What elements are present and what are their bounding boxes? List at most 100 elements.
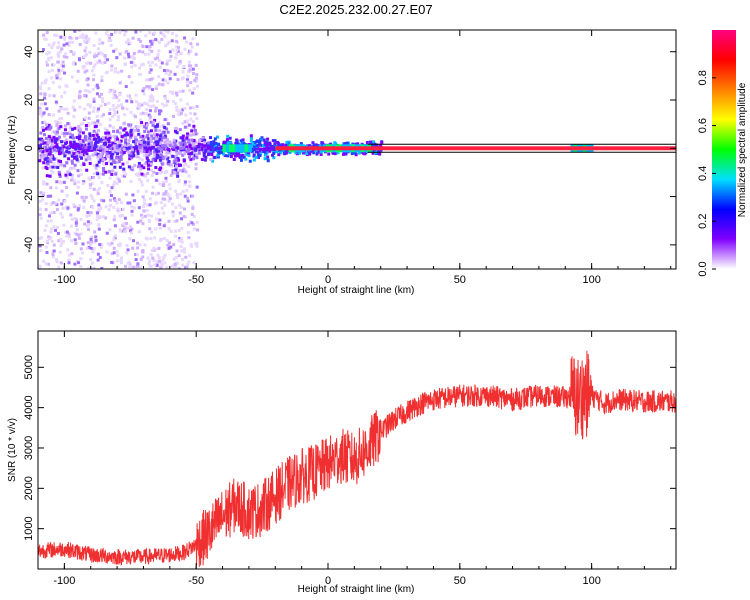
- spectrogram-cell: [92, 65, 96, 69]
- spectrogram-cell: [85, 89, 89, 93]
- spectrogram-cell: [54, 165, 58, 169]
- spectrogram-cell: [95, 211, 99, 215]
- spectrogram-cell: [195, 153, 199, 157]
- spectrogram-cell: [92, 267, 96, 269]
- spectrogram-cell: [333, 152, 337, 156]
- spectrogram-cell: [187, 60, 191, 64]
- spectrogram-cell: [142, 92, 146, 96]
- spectrogram-cell: [174, 56, 178, 60]
- spectrogram-cell: [153, 236, 157, 240]
- spectrogram-cell: [43, 120, 47, 124]
- spectrogram-cell: [160, 102, 164, 106]
- spectrogram-cell: [184, 255, 188, 259]
- spectrogram-cell: [312, 143, 316, 147]
- spectrogram-cell: [266, 137, 270, 141]
- spectrogram-cell: [69, 50, 73, 54]
- spectrogram-cell: [192, 71, 196, 75]
- spectrogram-cell: [177, 267, 181, 269]
- spectrogram-cell: [343, 142, 347, 146]
- spectrogram-cell: [247, 151, 251, 155]
- spectrogram-cell: [62, 223, 66, 227]
- spectrogram-cell: [84, 195, 88, 199]
- spectrogram-cell: [139, 180, 143, 184]
- spectrogram-cell: [47, 51, 51, 55]
- spectrogram-cell: [218, 151, 222, 155]
- spectrogram-cell: [176, 158, 180, 162]
- spectrogram-cell: [165, 151, 169, 155]
- spectrogram-cell: [130, 127, 134, 131]
- spectrogram-cell: [79, 247, 83, 251]
- spectrogram-cell: [38, 144, 42, 148]
- spectrogram-cell: [138, 149, 142, 153]
- spectrogram-cell: [172, 138, 176, 142]
- spectrogram-cell: [201, 136, 205, 140]
- spectrogram-cell: [137, 230, 141, 234]
- spectrogram-cell: [49, 165, 53, 169]
- spectrogram-cell: [170, 264, 174, 268]
- spectrogram-cell: [229, 141, 233, 145]
- spectrogram-cell: [262, 138, 266, 142]
- spectrogram-cell: [51, 113, 55, 117]
- spectrogram-cell: [107, 34, 111, 38]
- spectrogram-cell: [117, 160, 121, 164]
- spectrogram-plot-area: [38, 30, 676, 269]
- spectrogram-cell: [188, 106, 192, 110]
- figure-title: C2E2.2025.232.00.27.E07: [279, 2, 432, 17]
- spectrogram-cell: [101, 167, 105, 171]
- spectrogram-cell: [130, 167, 134, 171]
- spectrogram-cell: [134, 145, 138, 149]
- spectrogram-cell: [174, 156, 178, 160]
- spectrogram-cell: [187, 260, 191, 264]
- spectrogram-cell: [314, 149, 318, 153]
- spectrogram-cell: [38, 236, 42, 240]
- spectrogram-cell: [113, 150, 117, 154]
- spectrogram-cell: [77, 236, 81, 240]
- spectrogram-cell: [106, 137, 110, 141]
- spectrogram-cell: [191, 120, 195, 124]
- spectrogram-cell: [177, 110, 181, 114]
- spectrogram-cell: [116, 209, 120, 213]
- spectrogram-cell: [148, 31, 152, 35]
- spectrogram-cell: [112, 251, 116, 255]
- x-tick-label: -50: [188, 274, 204, 286]
- spectrogram-cell: [97, 135, 101, 139]
- spectrogram-cell: [113, 234, 117, 238]
- spectrogram-cell: [124, 30, 128, 33]
- spectrogram-cell: [148, 45, 152, 49]
- spectrogram-cell: [114, 30, 118, 34]
- spectrogram-cell: [75, 152, 79, 156]
- spectrogram-cell: [185, 196, 189, 200]
- spectrogram-cell: [126, 38, 130, 42]
- spectrogram-cell: [191, 37, 195, 41]
- spectrogram-bright-cell: [247, 144, 252, 153]
- spectrogram-cell: [107, 101, 111, 105]
- spectrogram-cell: [152, 132, 156, 136]
- spectrogram-cell: [162, 211, 166, 215]
- spectrogram-cell: [147, 151, 151, 155]
- spectrogram-cell: [229, 155, 233, 159]
- spectrogram-cell: [88, 161, 92, 165]
- spectrogram-cell: [59, 69, 63, 73]
- spectrogram-cell: [118, 52, 122, 56]
- spectrogram-cell: [229, 151, 233, 155]
- spectrogram-cell: [163, 97, 167, 101]
- spectrogram-cell: [155, 217, 159, 221]
- spectrogram-cell: [193, 128, 197, 132]
- spectrogram-cell: [191, 194, 195, 198]
- spectrogram-cell: [139, 39, 143, 43]
- spectrogram-cell: [89, 242, 93, 246]
- spectrogram-cell: [129, 146, 133, 150]
- spectrogram-cell: [115, 259, 119, 263]
- spectrogram-cell: [152, 170, 156, 174]
- spectrogram-cell: [99, 158, 103, 162]
- spectrogram-cell: [77, 206, 81, 210]
- spectrogram-cell: [116, 253, 120, 257]
- spectrogram-cell: [72, 136, 76, 140]
- spectrogram-cell: [115, 137, 119, 141]
- spectrogram-cell: [95, 218, 99, 222]
- spectrogram-cell: [116, 152, 120, 156]
- spectrogram-cell: [73, 30, 77, 33]
- spectrogram-cell: [148, 78, 152, 82]
- spectrogram-cell: [139, 167, 143, 171]
